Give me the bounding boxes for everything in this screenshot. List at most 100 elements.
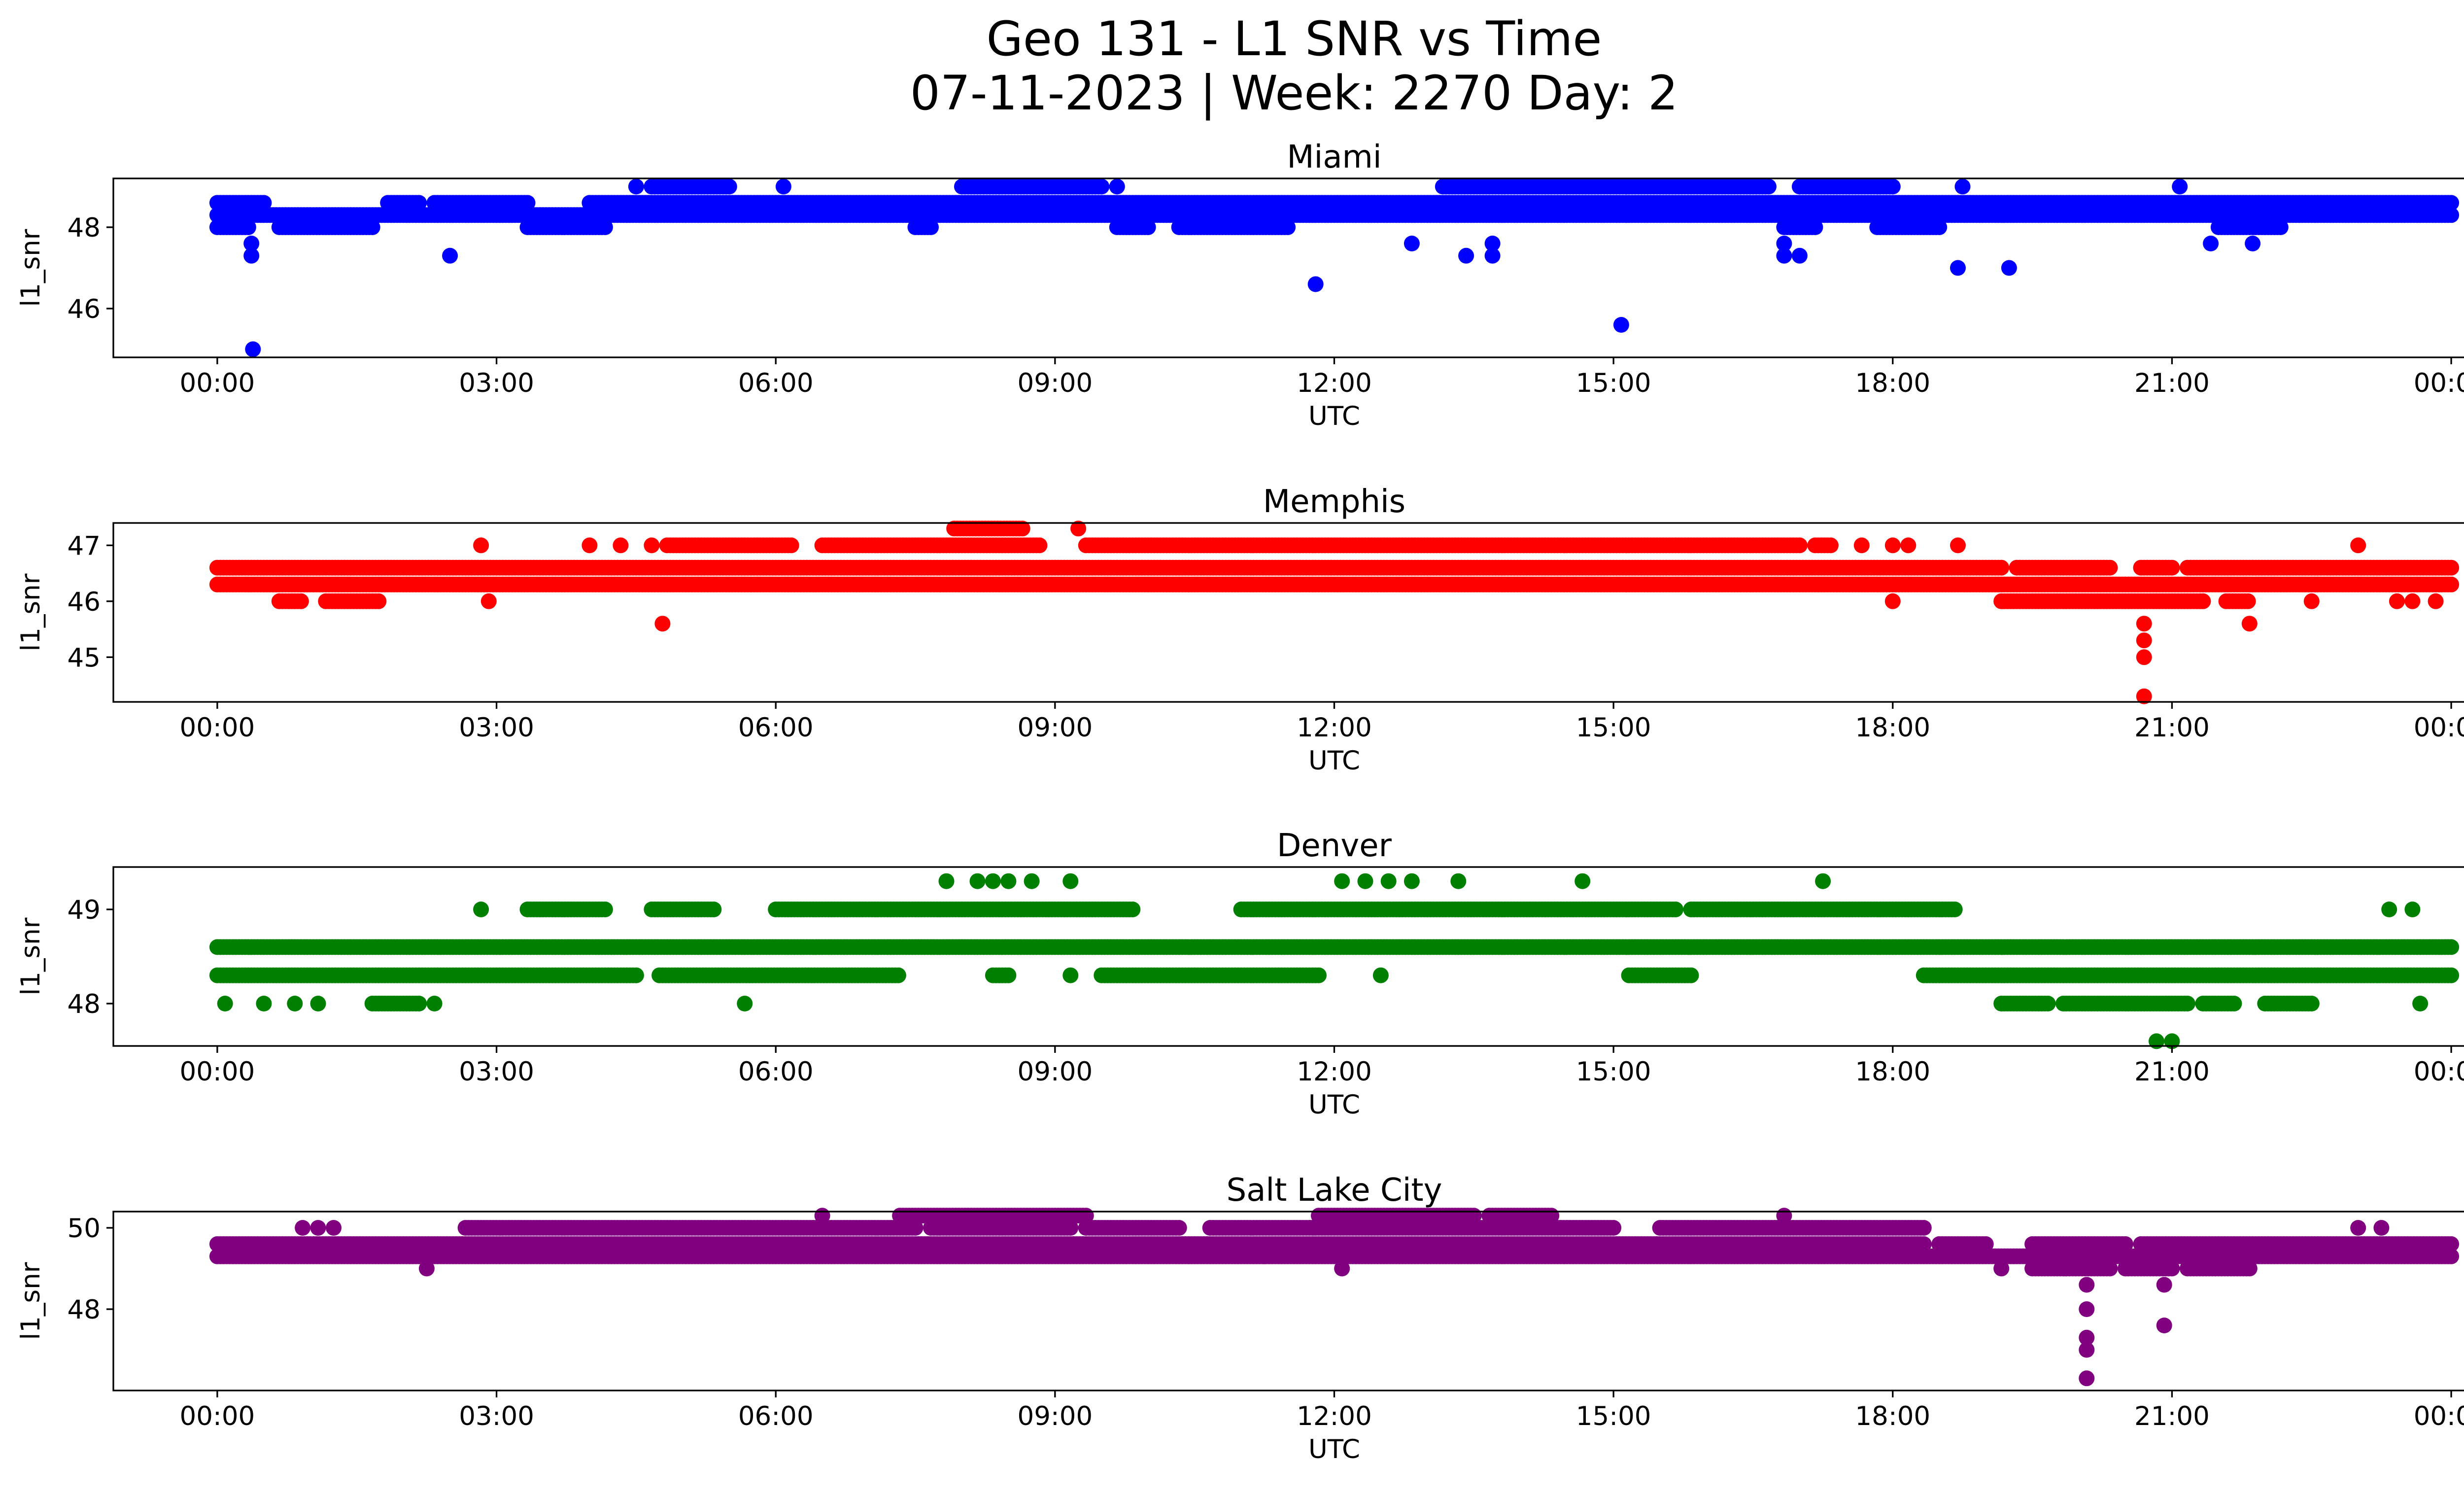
- data-point: [1307, 276, 1324, 292]
- x-tick-label: 03:00: [459, 713, 534, 743]
- data-point: [1403, 236, 1420, 251]
- data-point: [293, 593, 309, 609]
- data-point: [1484, 247, 1501, 264]
- data-point: [644, 537, 660, 554]
- data-point: [2195, 593, 2211, 609]
- data-point: [1993, 559, 2010, 576]
- data-point: [2001, 260, 2017, 276]
- data-point: [1613, 317, 1629, 333]
- data-point: [1950, 260, 1966, 276]
- data-point: [1950, 537, 1966, 554]
- x-tick-label: 00:00: [2414, 368, 2464, 398]
- data-point: [783, 537, 799, 554]
- data-point: [519, 195, 536, 211]
- data-point: [2443, 195, 2460, 211]
- data-point: [1776, 247, 1792, 264]
- y-tick-label: 48: [68, 213, 101, 243]
- data-point: [1484, 236, 1501, 251]
- data-point: [597, 219, 613, 235]
- data-point: [442, 247, 458, 264]
- data-point: [480, 593, 497, 609]
- subplot-title: Memphis: [1263, 484, 1405, 520]
- data-point: [1900, 537, 1916, 554]
- data-point: [2443, 559, 2460, 576]
- x-tick-label: 12:00: [1297, 713, 1372, 743]
- figure-title-line-2: 07-11-2023 | Week: 2270 Day: 2: [910, 66, 1678, 121]
- data-point: [1683, 967, 1699, 983]
- subplot-panels: Miami 00:00 03:00 06:00 09:00 12:00 15:00 18:00…: [16, 139, 2464, 1464]
- x-tick-label: 06:00: [738, 713, 814, 743]
- data-point: [1031, 537, 1048, 554]
- data-point: [1458, 247, 1474, 264]
- x-tick-label: 09:00: [1017, 713, 1093, 743]
- data-point: [1954, 178, 1971, 195]
- x-tick-label: 03:00: [459, 368, 534, 398]
- y-tick-label: 47: [68, 531, 101, 561]
- data-point: [1760, 178, 1777, 195]
- data-point: [245, 341, 261, 357]
- data-point: [1884, 593, 1901, 609]
- data-point: [2102, 559, 2118, 576]
- data-point: [243, 247, 260, 264]
- data-point: [923, 219, 939, 235]
- data-point: [628, 178, 644, 195]
- data-point: [2443, 576, 2460, 592]
- data-point: [2428, 593, 2444, 609]
- data-point: [2350, 537, 2366, 554]
- data-point: [243, 236, 260, 251]
- x-tick-label: 00:00: [2414, 713, 2464, 743]
- x-tick-label: 06:00: [738, 368, 814, 398]
- data-point: [1140, 219, 1156, 235]
- data-point: [2136, 649, 2152, 665]
- data-point: [411, 195, 427, 211]
- data-point: [1807, 219, 1823, 235]
- x-tick-label: 21:00: [2134, 368, 2210, 398]
- x-tick-label: 00:00: [180, 713, 255, 743]
- figure-title-line-1: Geo 131 - L1 SNR vs Time: [987, 11, 1602, 67]
- x-tick-label: 18:00: [1855, 713, 1930, 743]
- data-point: [1791, 537, 1808, 554]
- y-axis-label: l1_snr: [16, 573, 46, 651]
- data-point: [2303, 593, 2320, 609]
- data-point: [1884, 537, 1901, 554]
- data-point: [613, 537, 629, 554]
- data-point: [1000, 967, 1017, 983]
- data-point: [1311, 967, 1327, 983]
- data-point: [2245, 236, 2261, 251]
- x-tick-label: 15:00: [1576, 713, 1651, 743]
- data-point: [2136, 632, 2152, 649]
- data-point: [775, 178, 791, 195]
- scatter-points: [209, 178, 2460, 357]
- subplot-title: Denver: [1277, 828, 1392, 864]
- data-point: [2404, 593, 2421, 609]
- data-point: [240, 219, 256, 235]
- data-point: [721, 178, 737, 195]
- data-point: [1094, 178, 1110, 195]
- data-point: [2240, 593, 2256, 609]
- data-point: [1776, 236, 1792, 251]
- subplot-title: Miami: [1287, 139, 1381, 175]
- x-tick-label: 18:00: [1855, 368, 1930, 398]
- data-point: [582, 537, 598, 554]
- data-point: [597, 902, 613, 917]
- y-axis-label: l1_snr: [16, 229, 46, 307]
- data-point: [890, 967, 906, 983]
- x-tick-label: 21:00: [2134, 713, 2210, 743]
- data-point: [1791, 247, 1808, 264]
- scatter-points: [209, 873, 2460, 1049]
- data-point: [2164, 559, 2180, 576]
- data-point: [1853, 537, 1870, 554]
- x-tick-label: 00:00: [180, 368, 255, 398]
- x-axis-label: UTC: [1308, 746, 1360, 776]
- data-point: [2389, 593, 2405, 609]
- data-point: [654, 616, 671, 632]
- data-point: [473, 537, 489, 554]
- x-tick-label: 15:00: [1576, 368, 1651, 398]
- x-axis-label: UTC: [1308, 401, 1360, 431]
- data-point: [2443, 939, 2460, 955]
- data-point: [2443, 207, 2460, 223]
- data-point: [628, 967, 644, 983]
